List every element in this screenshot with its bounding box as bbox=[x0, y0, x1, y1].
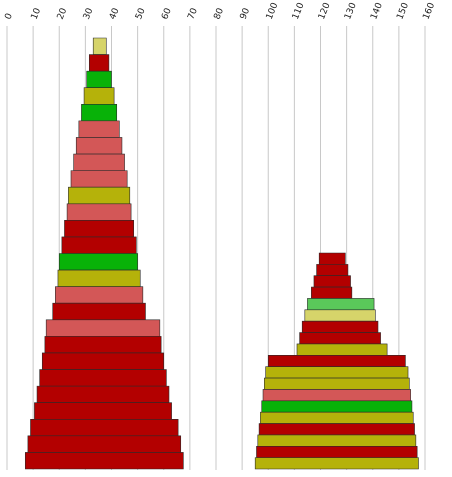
bar-segment bbox=[34, 402, 172, 420]
bar-segment bbox=[307, 298, 375, 311]
x-tick-label: 30 bbox=[82, 7, 96, 22]
bar-segment bbox=[92, 37, 107, 55]
bar-segment bbox=[41, 352, 165, 370]
bar-segment bbox=[24, 452, 184, 470]
x-tick-label: 130 bbox=[343, 1, 359, 21]
bar-segment bbox=[257, 434, 417, 447]
bar-segment bbox=[311, 286, 353, 299]
x-tick-label: 50 bbox=[134, 7, 148, 22]
x-tick-label: 120 bbox=[317, 1, 333, 21]
x-tick-label: 60 bbox=[160, 7, 174, 22]
bar-segment bbox=[260, 411, 414, 424]
bar-segment bbox=[73, 153, 125, 171]
x-tick-label: 40 bbox=[108, 7, 122, 22]
bar-segment bbox=[261, 400, 413, 413]
bar-segment bbox=[83, 87, 115, 105]
bar-segment bbox=[78, 120, 120, 138]
bar-segment bbox=[58, 253, 138, 271]
bar-segment bbox=[299, 332, 381, 345]
bar-segment bbox=[262, 389, 411, 402]
bar-segment bbox=[61, 236, 137, 254]
bar-segment bbox=[64, 220, 135, 238]
x-tick-label: 10 bbox=[30, 7, 44, 22]
stack-bands bbox=[24, 37, 419, 470]
bar-segment bbox=[256, 445, 418, 458]
bar-segment bbox=[45, 319, 161, 337]
x-tick-label: 140 bbox=[369, 1, 385, 21]
bar-segment bbox=[81, 104, 118, 122]
bar-segment bbox=[304, 309, 376, 322]
bar-segment bbox=[265, 366, 409, 379]
bar-segment bbox=[70, 170, 128, 188]
x-tick-label: 100 bbox=[265, 1, 281, 21]
tick-labels: 0 10 20 30 40 50 60 70 80 90 100 110 120 130 140 150 160 bbox=[4, 1, 438, 21]
bar-segment bbox=[301, 320, 379, 333]
bar-segment bbox=[88, 54, 110, 72]
bar-segment bbox=[254, 457, 419, 470]
bar-segment bbox=[86, 70, 112, 89]
bar-segment bbox=[296, 343, 388, 356]
bar-segment bbox=[30, 418, 179, 437]
bar-segment bbox=[57, 269, 141, 287]
x-tick-label: 150 bbox=[395, 1, 411, 21]
x-tick-label: 0 bbox=[4, 12, 16, 21]
x-tick-label: 110 bbox=[291, 1, 307, 21]
stack-2 bbox=[254, 252, 419, 470]
bar-segment bbox=[68, 186, 131, 205]
x-tick-label: 70 bbox=[186, 7, 200, 22]
bar-segment bbox=[316, 264, 349, 277]
bar-segment bbox=[258, 423, 415, 436]
bar-segment bbox=[44, 336, 162, 354]
bar-segment bbox=[36, 385, 170, 403]
stack-1 bbox=[24, 37, 184, 470]
x-tick-label: 160 bbox=[422, 1, 438, 21]
bar-segment bbox=[264, 377, 410, 390]
bar-segment bbox=[75, 137, 123, 155]
bar-segment bbox=[313, 275, 351, 288]
bar-segment bbox=[27, 435, 182, 453]
bar-segment bbox=[66, 203, 132, 221]
bar-segment bbox=[267, 355, 406, 367]
x-tick-label: 80 bbox=[213, 7, 227, 22]
bar-segment bbox=[39, 369, 167, 387]
bar-segment bbox=[318, 252, 346, 265]
x-tick-label: 20 bbox=[56, 7, 70, 22]
bar-segment bbox=[52, 302, 146, 321]
bar-segment bbox=[55, 286, 144, 304]
x-tick-label: 90 bbox=[239, 7, 253, 22]
